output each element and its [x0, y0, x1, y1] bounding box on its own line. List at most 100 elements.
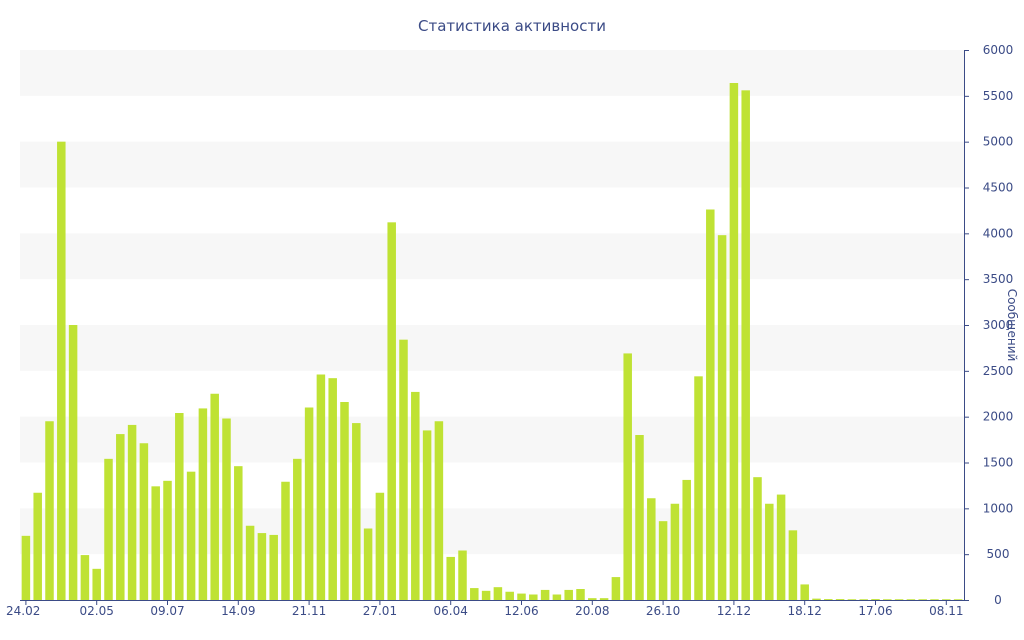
bar [352, 423, 361, 600]
x-tick-label: 12.12 [717, 604, 751, 618]
y-tick-label: 4500 [983, 181, 1014, 195]
grid-band [20, 141, 964, 188]
bar [234, 466, 243, 600]
x-tick-label: 27.01 [363, 604, 397, 618]
bar [753, 477, 762, 600]
bar [658, 521, 668, 600]
bar [269, 534, 278, 600]
y-axis-ticks: 0 500 1000 1500 2000 2500 3000 3500 4000 4500 5000… [964, 43, 1013, 607]
bar [576, 589, 585, 600]
bar [411, 391, 420, 600]
bar [930, 599, 939, 600]
bar [942, 599, 951, 600]
grid-band [20, 233, 964, 280]
x-tick-label: 09.07 [150, 604, 184, 618]
y-tick-label: 3500 [983, 272, 1014, 286]
y-tick-label: 3000 [983, 318, 1014, 332]
bar [647, 498, 656, 600]
y-tick-label: 6000 [983, 43, 1014, 57]
y-tick-label: 2000 [983, 410, 1014, 424]
bar [387, 222, 396, 600]
bar [57, 141, 66, 601]
chart-title: Статистика активности [418, 17, 606, 35]
bar [906, 599, 916, 600]
bar [175, 413, 184, 600]
bar [328, 378, 337, 600]
x-tick-label: 20.08 [575, 604, 609, 618]
y-tick-label: 5000 [983, 135, 1014, 149]
bar [222, 418, 231, 600]
bar [33, 492, 42, 600]
bar [529, 594, 538, 600]
bar [717, 235, 727, 601]
bar [481, 590, 491, 600]
bar [682, 479, 691, 600]
bar [800, 584, 809, 600]
bar [706, 209, 715, 600]
y-tick-label: 1500 [983, 456, 1014, 470]
bar [859, 599, 868, 600]
y-tick-label: 500 [987, 547, 1010, 561]
x-tick-label: 12.06 [504, 604, 538, 618]
bar [729, 83, 739, 600]
bar [552, 594, 562, 600]
bar [776, 494, 786, 600]
bar [588, 598, 597, 600]
bar [694, 376, 703, 600]
bar [883, 599, 892, 600]
bar [281, 481, 290, 600]
bar [80, 555, 90, 600]
bar [434, 421, 444, 600]
bar [68, 325, 78, 600]
bar [399, 339, 408, 600]
grid-band [20, 508, 964, 555]
bars [21, 83, 963, 601]
bar [812, 598, 821, 601]
bar [564, 589, 573, 600]
x-tick-label: 24.02 [6, 604, 40, 618]
bar [422, 430, 432, 600]
bar [340, 402, 349, 600]
bar [446, 556, 455, 600]
bar [894, 599, 904, 600]
bar [92, 568, 101, 600]
bar [540, 589, 550, 600]
bar [611, 577, 621, 600]
bar [741, 90, 750, 600]
bar [163, 480, 172, 600]
bar [293, 458, 302, 600]
bar [871, 599, 880, 600]
bar [470, 588, 479, 600]
bar [116, 434, 125, 600]
bar [375, 492, 385, 600]
bar [139, 443, 149, 600]
bar [670, 503, 680, 600]
y-axis-label: Сообщений [1005, 289, 1019, 362]
x-tick-label: 14.09 [221, 604, 255, 618]
x-tick-label: 06.04 [434, 604, 468, 618]
bar [623, 353, 632, 600]
grid-band [20, 50, 964, 96]
bar [765, 503, 774, 600]
bar [493, 587, 503, 600]
bar [257, 533, 267, 600]
bar [151, 486, 160, 600]
grid-bands [20, 50, 964, 555]
bar [458, 550, 467, 600]
bar [918, 599, 927, 600]
bar [210, 393, 219, 600]
bar [517, 593, 526, 600]
bar [21, 535, 31, 600]
bar [788, 530, 798, 600]
bar [824, 599, 833, 600]
grid-band [20, 416, 964, 463]
bar [127, 424, 137, 600]
y-tick-label: 4000 [983, 226, 1014, 240]
bar [245, 525, 255, 600]
bar [316, 374, 326, 600]
x-tick-label: 26.10 [646, 604, 680, 618]
x-axis-ticks: 24.02 02.05 09.07 14.09 21.11 27.01 06.04 12.06… [6, 600, 963, 618]
x-tick-label: 08.11 [929, 604, 963, 618]
bar [635, 435, 644, 600]
